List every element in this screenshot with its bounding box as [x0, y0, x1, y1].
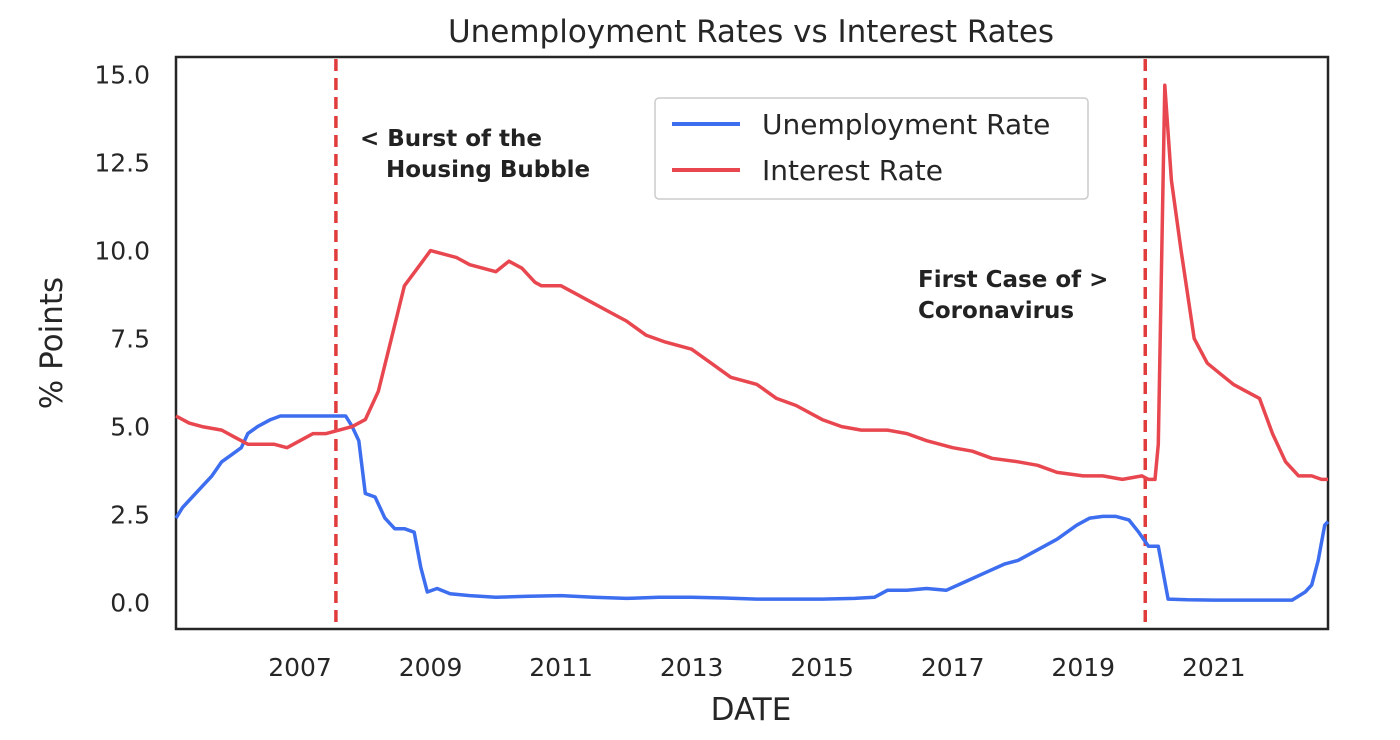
y-tick-label: 7.5	[110, 325, 150, 354]
x-tick-label: 2019	[1051, 653, 1115, 682]
y-tick-label: 2.5	[110, 501, 150, 530]
y-tick-label: 5.0	[110, 413, 150, 442]
x-tick-label: 2013	[660, 653, 724, 682]
x-tick-label: 2015	[790, 653, 854, 682]
legend: Unemployment Rate Interest Rate	[654, 97, 1089, 200]
legend-box	[654, 97, 1089, 200]
annotation-covid-line1: First Case of >	[918, 267, 1108, 293]
x-tick-label: 2017	[921, 653, 985, 682]
annotation-covid-line2: Coronavirus	[918, 298, 1074, 324]
legend-label-interest: Interest Rate	[762, 154, 943, 187]
y-tick-label: 12.5	[94, 149, 150, 178]
interest-rate-line	[175, 83, 1328, 482]
y-tick-label: 0.0	[110, 589, 150, 618]
x-tick-label: 2011	[529, 653, 593, 682]
unemployment-rate-line	[174, 414, 1330, 602]
annotation-housing-line1: < Burst of the	[360, 126, 542, 152]
x-tick-label: 2021	[1182, 653, 1246, 682]
y-tick-label: 10.0	[94, 237, 150, 266]
y-axis-ticks: 0.0 2.5 5.0 7.5 10.0 12.5 15.0	[94, 61, 150, 618]
x-axis-label: DATE	[711, 692, 792, 728]
x-tick-label: 2009	[399, 653, 463, 682]
x-tick-label: 2007	[268, 653, 332, 682]
series-lines	[174, 83, 1330, 602]
x-axis-ticks: 2007 2009 2011 2013 2015 2017 2019 2021	[268, 653, 1245, 682]
annotation-housing-line2: Housing Bubble	[386, 157, 590, 183]
y-axis-label: % Points	[34, 277, 70, 409]
legend-label-unemployment: Unemployment Rate	[762, 108, 1050, 141]
y-tick-label: 15.0	[94, 61, 150, 90]
chart-title: Unemployment Rates vs Interest Rates	[448, 14, 1054, 50]
